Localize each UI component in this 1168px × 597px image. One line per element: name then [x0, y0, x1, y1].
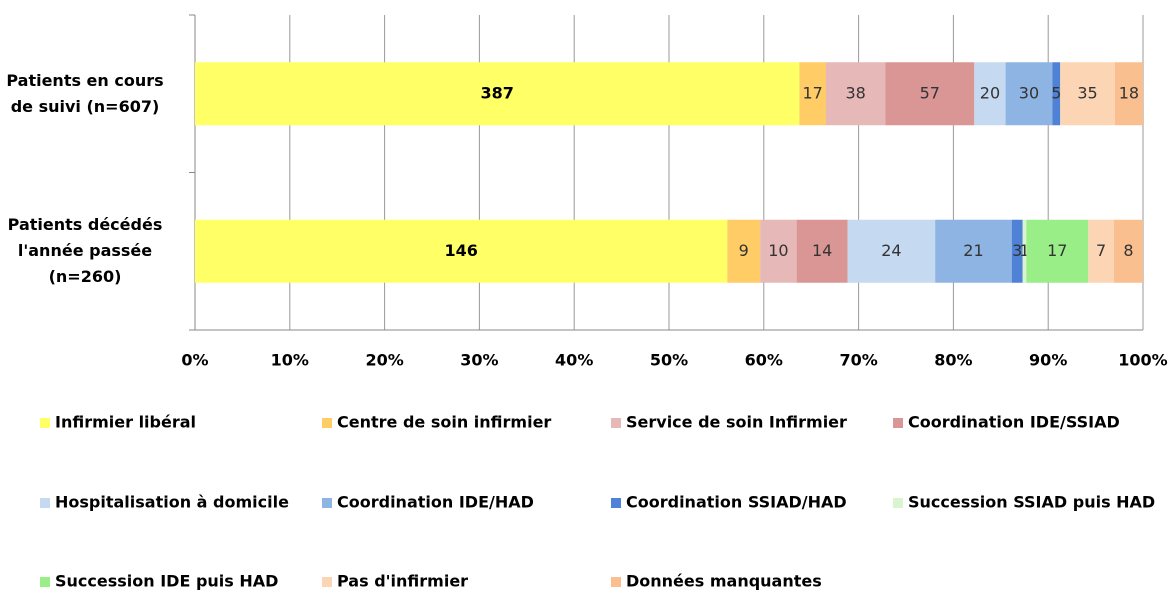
data-label: 14 [812, 241, 832, 260]
legend-label: Succession IDE puis HAD [55, 572, 278, 591]
legend-swatch [611, 498, 621, 508]
x-tick-label: 60% [745, 351, 783, 370]
legend-swatch [322, 577, 332, 587]
legend-label: Centre de soin infirmier [337, 413, 551, 432]
legend-swatch [322, 498, 332, 508]
data-label: 17 [803, 83, 823, 102]
legend-label: Service de soin Infirmier [626, 413, 847, 432]
data-label: 146 [444, 241, 477, 260]
data-label: 17 [1047, 241, 1067, 260]
bar-segment [796, 219, 848, 283]
bar-segment [847, 219, 936, 283]
x-tick-label: 50% [650, 351, 688, 370]
data-label: 8 [1123, 241, 1133, 260]
legend-label: Pas d'infirmier [337, 572, 468, 591]
data-label: 24 [881, 241, 901, 260]
data-label: 1 [1019, 241, 1029, 260]
legend-swatch [40, 577, 50, 587]
legend-swatch [322, 418, 332, 428]
legend-label: Coordination IDE/SSIAD [908, 413, 1120, 432]
legend-label: Hospitalisation à domicile [55, 493, 289, 512]
data-label: 3 [1012, 241, 1022, 260]
bar-segment [1005, 62, 1053, 126]
bar-segment [727, 219, 761, 283]
legend-swatch [40, 498, 50, 508]
data-label: 35 [1077, 83, 1097, 102]
bar-segment [1114, 62, 1143, 126]
data-label: 387 [481, 83, 514, 102]
x-tick-label: 80% [934, 351, 972, 370]
x-tick-label: 30% [460, 351, 498, 370]
legend-swatch [893, 498, 903, 508]
legend-label: Infirmier libéral [55, 413, 196, 432]
legend-label: Succession SSIAD puis HAD [908, 493, 1155, 512]
bar-segment [885, 62, 975, 126]
x-tick-label: 70% [839, 351, 877, 370]
bar-segment [1088, 219, 1114, 283]
bar-segment [760, 219, 797, 283]
legend-label: Coordination IDE/HAD [337, 493, 534, 512]
bar-segment [1113, 219, 1143, 283]
bar-segment [1060, 62, 1115, 126]
bar-segment [825, 62, 886, 126]
data-label: 18 [1119, 83, 1139, 102]
y-tick-label: Patients en cours de suivi (n=607) [6, 70, 164, 116]
bar-segment [1026, 219, 1089, 283]
legend-label: Coordination SSIAD/HAD [626, 493, 847, 512]
data-label: 5 [1051, 83, 1061, 102]
x-tick-label: 40% [555, 351, 593, 370]
data-label: 38 [845, 83, 865, 102]
x-tick-label: 90% [1029, 351, 1067, 370]
data-label: 7 [1096, 241, 1106, 260]
bar-segment [974, 62, 1006, 126]
data-label: 10 [768, 241, 788, 260]
data-label: 9 [739, 241, 749, 260]
legend-swatch [893, 418, 903, 428]
data-label: 57 [920, 83, 940, 102]
data-label: 30 [1019, 83, 1039, 102]
bar-segment [1011, 219, 1023, 283]
bar-segment [1022, 219, 1027, 283]
legend-swatch [611, 418, 621, 428]
data-label: 20 [980, 83, 1000, 102]
legend-label: Données manquantes [626, 572, 822, 591]
bar-segment [195, 62, 800, 126]
x-tick-label: 20% [365, 351, 403, 370]
legend-swatch [611, 577, 621, 587]
bar-segment [195, 219, 728, 283]
bar-segment [1052, 62, 1061, 126]
bar-segment [799, 62, 826, 126]
legend-swatch [40, 418, 50, 428]
data-label: 21 [963, 241, 983, 260]
x-tick-label: 10% [271, 351, 309, 370]
x-tick-label: 0% [181, 351, 208, 370]
x-tick-label: 100% [1118, 351, 1167, 370]
bar-segment [935, 219, 1012, 283]
y-tick-label: Patients décédés l'année passée (n=260) [7, 215, 163, 287]
